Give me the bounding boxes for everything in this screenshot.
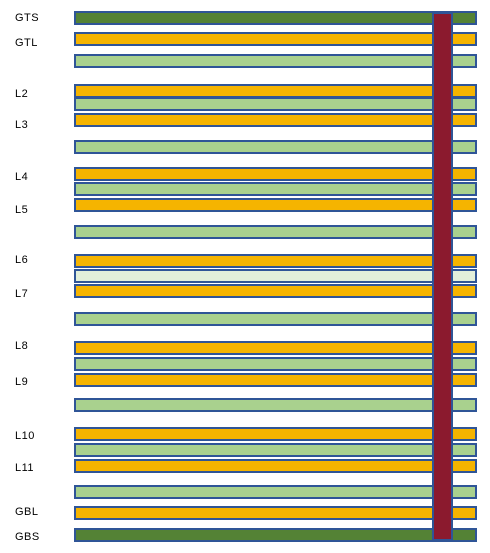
layer-solder (74, 528, 477, 542)
label-gts: GTS (15, 12, 40, 24)
layer-signal (74, 506, 477, 520)
layer-plane (74, 225, 477, 239)
label-gtl: GTL (15, 37, 38, 49)
layer-plane (74, 485, 477, 499)
label-l5: L5 (15, 204, 29, 216)
layer-signal (74, 254, 477, 268)
layer-solder (74, 11, 477, 25)
layer-signal (74, 341, 477, 355)
layer-signal (74, 373, 477, 387)
label-gbs: GBS (15, 531, 40, 543)
layer-plane (74, 97, 477, 111)
label-l2: L2 (15, 88, 29, 100)
layer-plane (74, 140, 477, 154)
layer-signal (74, 113, 477, 127)
layer-signal (74, 84, 477, 98)
layer-plane (74, 357, 477, 371)
layer-plane (74, 182, 477, 196)
label-l11: L11 (15, 462, 35, 474)
label-l4: L4 (15, 171, 29, 183)
label-l10: L10 (15, 430, 35, 442)
layer-plane (74, 398, 477, 412)
via-barrel (432, 12, 453, 541)
layer-signal (74, 32, 477, 46)
layer-signal (74, 427, 477, 441)
layer-signal (74, 284, 477, 298)
layer-signal (74, 167, 477, 181)
layer-plane-light (74, 269, 477, 283)
layer-signal (74, 198, 477, 212)
layer-plane (74, 443, 477, 457)
layer-plane (74, 54, 477, 68)
label-l3: L3 (15, 119, 29, 131)
label-l8: L8 (15, 340, 29, 352)
layer-plane (74, 312, 477, 326)
label-l9: L9 (15, 376, 29, 388)
layer-signal (74, 459, 477, 473)
label-l6: L6 (15, 254, 29, 266)
label-l7: L7 (15, 288, 29, 300)
label-gbl: GBL (15, 506, 39, 518)
